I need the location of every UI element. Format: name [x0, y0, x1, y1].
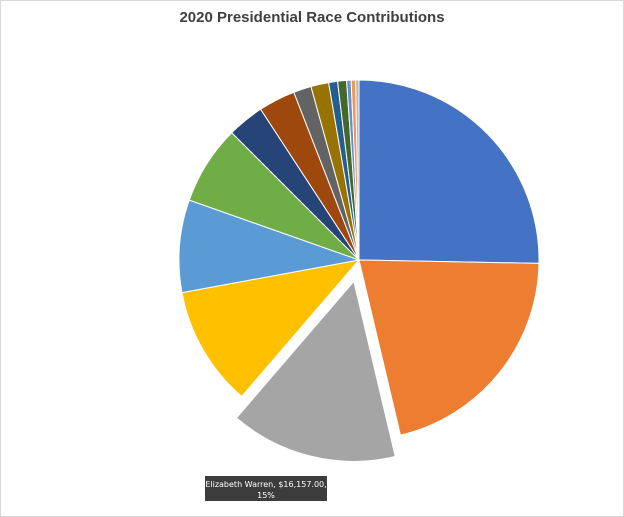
pie-slice-1	[358, 79, 540, 264]
data-label-line2: 15%	[257, 491, 275, 500]
pie-slice-3	[235, 280, 396, 462]
pie-slice-15	[355, 79, 360, 261]
pie-slice-2	[358, 259, 540, 436]
pie-slices	[178, 79, 540, 462]
data-label-line1: Elizabeth Warren, $16,157.00,	[205, 480, 326, 489]
data-label-background	[205, 476, 327, 501]
chart-title: 2020 Presidential Race Contributions	[179, 9, 445, 26]
data-label-tooltip: Elizabeth Warren, $16,157.00, 15%	[205, 476, 327, 501]
pie-slice-5	[178, 199, 361, 294]
pie-slice-4	[181, 259, 361, 398]
